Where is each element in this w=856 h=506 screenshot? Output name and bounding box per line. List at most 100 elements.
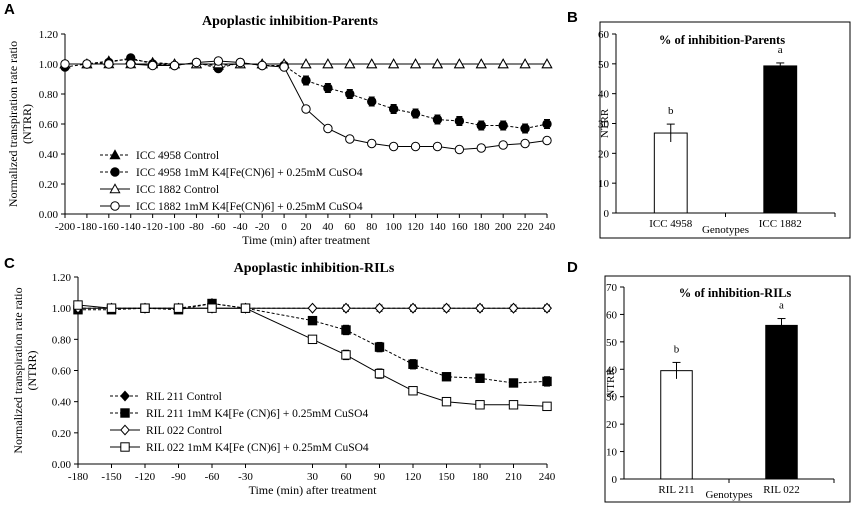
y-axis-label: Normalized transpiration rate ratio <box>11 287 25 453</box>
chart-title: Apoplastic inhibition-Parents <box>202 14 378 29</box>
x-tick-label: 240 <box>539 221 556 233</box>
data-point-s4 <box>213 56 224 66</box>
x-tick-label: 0 <box>281 221 287 233</box>
data-point-s4 <box>408 386 418 396</box>
x-tick-label: 60 <box>344 221 356 233</box>
chart-a: 0.000.200.400.600.801.001.20-200 -180 -160… <box>6 14 556 247</box>
panel-label-d: D <box>567 259 578 276</box>
y-tick-label: 0.80 <box>52 334 72 346</box>
x-tick-label: ICC 1882 <box>759 218 802 230</box>
y-tick-label: 60 <box>606 309 618 321</box>
y-tick-label: 60 <box>598 29 610 41</box>
data-point-s3 <box>431 58 444 69</box>
chart-title: Apoplastic inhibition-RILs <box>234 261 395 276</box>
x-tick-label: -180 <box>77 221 98 233</box>
data-point-s3 <box>344 58 356 69</box>
legend-marker-1 <box>109 149 121 160</box>
data-point-s4 <box>82 59 92 69</box>
data-point-s3 <box>341 302 351 314</box>
y-tick-label: 30 <box>606 392 618 404</box>
y-tick-label: 30 <box>598 119 610 131</box>
y-tick-label: 0.40 <box>39 149 59 161</box>
significance-letter: a <box>778 44 783 56</box>
y-axis-label: NTRR <box>599 108 611 138</box>
x-tick-label: 150 <box>438 471 455 483</box>
data-point-s3 <box>475 58 487 69</box>
x-tick-label: -100 <box>164 221 185 233</box>
y-tick-label: 0.60 <box>39 119 59 131</box>
data-point-s4 <box>140 303 150 313</box>
data-point-s2 <box>498 120 508 131</box>
x-tick-label: -200 <box>55 221 76 233</box>
x-tick-label: 60 <box>341 471 353 483</box>
x-tick-label: -180 <box>68 471 89 483</box>
series-line-4 <box>77 304 548 407</box>
x-tick-label: 80 <box>366 221 378 233</box>
data-point-s4 <box>432 141 443 152</box>
legend-marker-2 <box>110 167 120 177</box>
x-tick-label: 100 <box>385 221 402 233</box>
y-tick-label: 20 <box>598 148 610 160</box>
data-point-s4 <box>374 368 385 379</box>
data-point-s4 <box>476 143 486 153</box>
chart-frame <box>604 275 851 503</box>
data-point-s2 <box>410 108 421 119</box>
x-tick-label: 120 <box>405 471 422 483</box>
data-point-s4 <box>508 400 519 410</box>
y-axis-label-unit: (NTRR) <box>20 104 34 144</box>
chart-frame <box>599 21 851 239</box>
data-point-s3 <box>475 302 485 314</box>
y-tick-label: 50 <box>598 59 610 71</box>
x-axis-label: Genotypes <box>702 224 749 236</box>
y-tick-label: 0 <box>612 474 618 486</box>
x-tick-label: -60 <box>211 221 226 233</box>
data-point-s4 <box>207 303 217 313</box>
legend-label-3: RIL 022 Control <box>146 425 222 437</box>
x-tick-label: -30 <box>238 471 253 483</box>
x-tick-label: -120 <box>135 471 156 483</box>
x-tick-label: 200 <box>495 221 512 233</box>
significance-letter: b <box>668 105 674 117</box>
chart-d: 0 10 20 30 40 50 60 70 % of inhibition-RILs NTRR G… <box>604 275 851 503</box>
data-point-s3 <box>300 58 312 69</box>
data-point-s2 <box>542 376 552 387</box>
y-tick-label: 1.20 <box>52 272 72 284</box>
y-tick-label: 0.60 <box>52 366 72 378</box>
data-point-s2 <box>307 315 318 326</box>
data-point-s2 <box>475 373 485 383</box>
x-tick-label: 30 <box>307 471 319 483</box>
data-point-s4 <box>73 300 83 310</box>
legend-marker-1 <box>120 390 130 402</box>
data-point-s4 <box>106 303 117 313</box>
data-point-s3 <box>409 58 422 69</box>
legend-label-4: ICC 1882 1mM K4[Fe(CN)6] + 0.25mM CuSO4 <box>136 201 363 213</box>
data-point-s4 <box>388 141 399 152</box>
data-point-s2 <box>432 114 443 125</box>
data-point-s2 <box>388 104 399 114</box>
data-point-s2 <box>508 378 519 388</box>
x-tick-label: -120 <box>143 221 164 233</box>
data-point-s2 <box>345 89 355 99</box>
legend-label-1: RIL 211 Control <box>146 391 222 403</box>
x-tick-label: 40 <box>322 221 334 233</box>
y-tick-label: 0.40 <box>52 397 72 409</box>
data-point-s3 <box>322 58 334 69</box>
data-point-s3 <box>307 302 318 314</box>
significance-letter: a <box>779 300 784 312</box>
data-point-s4 <box>169 60 180 71</box>
y-tick-label: 40 <box>606 364 618 376</box>
y-tick-label: 1.20 <box>39 29 59 41</box>
panel-label-b: B <box>567 9 578 26</box>
y-tick-label: 0.20 <box>39 179 59 191</box>
data-point-s4 <box>520 138 530 149</box>
data-point-s4 <box>147 60 158 71</box>
data-point-s3 <box>374 302 385 314</box>
x-tick-label: -20 <box>255 221 270 233</box>
x-axis-label: Genotypes <box>705 489 752 501</box>
legend-marker-4 <box>120 442 130 452</box>
y-tick-label: 50 <box>606 337 618 349</box>
x-tick-label: -80 <box>189 221 204 233</box>
legend-label-3: ICC 1882 Control <box>136 184 219 196</box>
data-point-s2 <box>476 120 486 131</box>
